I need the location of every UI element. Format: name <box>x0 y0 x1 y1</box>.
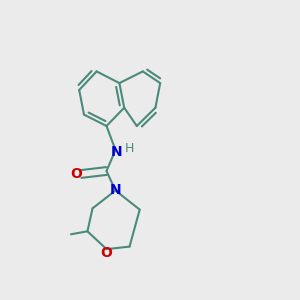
Text: N: N <box>111 145 123 158</box>
Text: H: H <box>124 142 134 155</box>
Text: O: O <box>100 246 112 260</box>
Text: O: O <box>70 167 83 181</box>
Text: N: N <box>110 184 121 197</box>
